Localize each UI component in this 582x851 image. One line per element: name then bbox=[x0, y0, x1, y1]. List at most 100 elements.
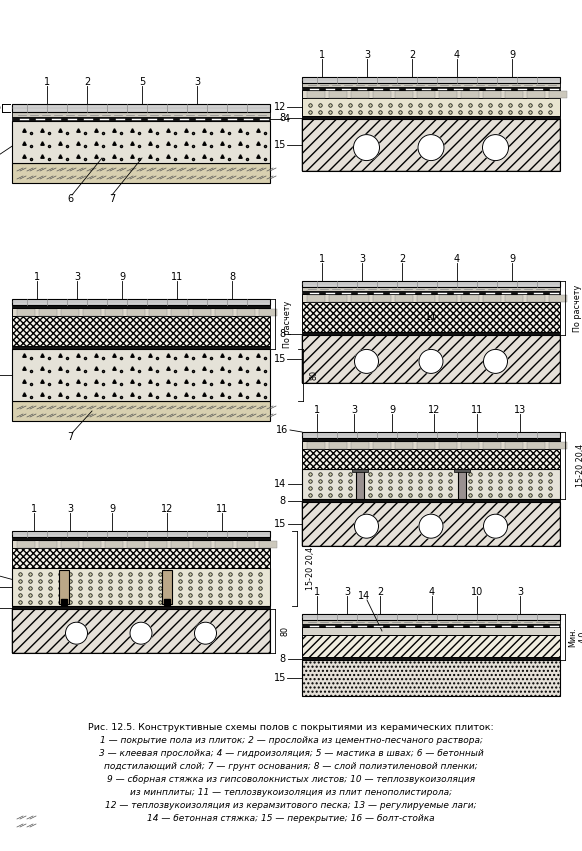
Text: подстилающий слой; 7 — грунт основания; 8 — слой полиэтиленовой пленки;: подстилающий слой; 7 — грунт основания; … bbox=[104, 762, 478, 771]
Bar bbox=[454, 469, 470, 472]
Bar bbox=[439, 90, 457, 98]
Bar bbox=[356, 469, 364, 499]
Bar bbox=[302, 332, 560, 335]
Bar bbox=[302, 620, 560, 624]
Bar bbox=[237, 540, 255, 547]
Text: 3: 3 bbox=[364, 50, 370, 60]
Bar bbox=[461, 90, 479, 98]
Bar bbox=[171, 309, 189, 316]
Bar bbox=[461, 442, 479, 448]
Text: 13: 13 bbox=[514, 405, 526, 415]
Bar bbox=[417, 90, 435, 98]
Bar bbox=[12, 401, 270, 421]
Text: 15: 15 bbox=[274, 673, 286, 683]
Circle shape bbox=[354, 350, 378, 374]
Text: 16: 16 bbox=[276, 425, 288, 435]
Bar bbox=[12, 117, 270, 121]
Bar bbox=[307, 294, 325, 301]
Text: 2: 2 bbox=[84, 77, 90, 87]
Bar bbox=[83, 540, 101, 547]
Text: 1 — покрытие пола из плиток; 2 — прослойка из цементно-песчаного раствора;: 1 — покрытие пола из плиток; 2 — прослой… bbox=[100, 736, 482, 745]
Text: 1: 1 bbox=[31, 504, 37, 514]
Text: 1: 1 bbox=[314, 405, 320, 415]
Bar bbox=[302, 469, 560, 499]
Text: 6: 6 bbox=[67, 194, 73, 204]
Text: 2: 2 bbox=[399, 254, 405, 264]
Bar bbox=[302, 502, 560, 546]
Bar bbox=[302, 90, 560, 98]
Text: Рис. 12.5. Конструктивные схемы полов с покрытиями из керамических плиток:: Рис. 12.5. Конструктивные схемы полов с … bbox=[88, 723, 494, 732]
Bar bbox=[61, 540, 79, 547]
Bar bbox=[12, 609, 270, 653]
Text: По расчету: По расчету bbox=[573, 284, 582, 332]
Bar bbox=[149, 309, 167, 316]
Bar bbox=[302, 287, 560, 291]
Bar bbox=[302, 77, 560, 83]
Text: 3: 3 bbox=[67, 504, 73, 514]
Bar bbox=[527, 442, 545, 448]
Text: 12: 12 bbox=[161, 504, 173, 514]
Text: 10: 10 bbox=[471, 587, 483, 597]
Bar bbox=[149, 540, 167, 547]
Bar bbox=[302, 335, 560, 383]
Bar bbox=[215, 309, 233, 316]
Text: 1: 1 bbox=[314, 587, 320, 597]
Bar bbox=[302, 291, 560, 294]
Text: 8: 8 bbox=[229, 272, 235, 282]
Bar bbox=[302, 119, 560, 171]
Bar bbox=[302, 657, 560, 660]
Bar bbox=[12, 568, 270, 606]
Text: 8: 8 bbox=[279, 329, 285, 339]
Bar bbox=[83, 309, 101, 316]
Text: 2: 2 bbox=[409, 50, 415, 60]
Bar bbox=[302, 294, 560, 302]
Bar bbox=[302, 499, 560, 502]
Circle shape bbox=[194, 622, 217, 644]
Text: 7: 7 bbox=[109, 194, 115, 204]
Text: 3: 3 bbox=[517, 587, 523, 597]
Bar bbox=[302, 87, 560, 90]
Bar bbox=[12, 299, 270, 305]
Bar bbox=[329, 90, 347, 98]
Text: 9: 9 bbox=[109, 504, 115, 514]
Circle shape bbox=[419, 514, 443, 538]
Text: 15: 15 bbox=[0, 104, 1, 112]
Bar bbox=[17, 309, 35, 316]
Bar bbox=[302, 281, 560, 287]
Text: 80: 80 bbox=[281, 626, 289, 636]
Bar bbox=[215, 540, 233, 547]
Text: 9 — сборная стяжка из гипсоволокнистых листов; 10 — теплозвукоизоляция: 9 — сборная стяжка из гипсоволокнистых л… bbox=[107, 775, 475, 784]
Text: 4: 4 bbox=[429, 587, 435, 597]
Bar bbox=[352, 469, 368, 472]
Bar bbox=[549, 442, 567, 448]
Bar bbox=[302, 635, 560, 657]
Bar bbox=[307, 90, 325, 98]
Text: 12: 12 bbox=[428, 405, 440, 415]
Text: 1: 1 bbox=[34, 272, 40, 282]
Text: По расчету: По расчету bbox=[283, 300, 293, 347]
Bar bbox=[395, 294, 413, 301]
Bar bbox=[302, 98, 560, 116]
Bar bbox=[12, 540, 270, 548]
Bar bbox=[458, 469, 466, 499]
Circle shape bbox=[419, 350, 443, 374]
Bar bbox=[171, 540, 189, 547]
Text: 8: 8 bbox=[279, 654, 285, 664]
Bar bbox=[105, 540, 123, 547]
Bar bbox=[193, 540, 211, 547]
Bar bbox=[527, 90, 545, 98]
Bar bbox=[237, 309, 255, 316]
Text: 1: 1 bbox=[319, 50, 325, 60]
Bar bbox=[12, 308, 270, 316]
Circle shape bbox=[353, 134, 379, 161]
Bar bbox=[395, 90, 413, 98]
Bar bbox=[127, 309, 145, 316]
Bar bbox=[302, 83, 560, 87]
Bar bbox=[483, 294, 501, 301]
Bar bbox=[61, 309, 79, 316]
Bar bbox=[395, 442, 413, 448]
Text: 15: 15 bbox=[274, 519, 286, 529]
Text: 11: 11 bbox=[425, 312, 437, 322]
Text: 3: 3 bbox=[344, 587, 350, 597]
Bar bbox=[307, 442, 325, 448]
